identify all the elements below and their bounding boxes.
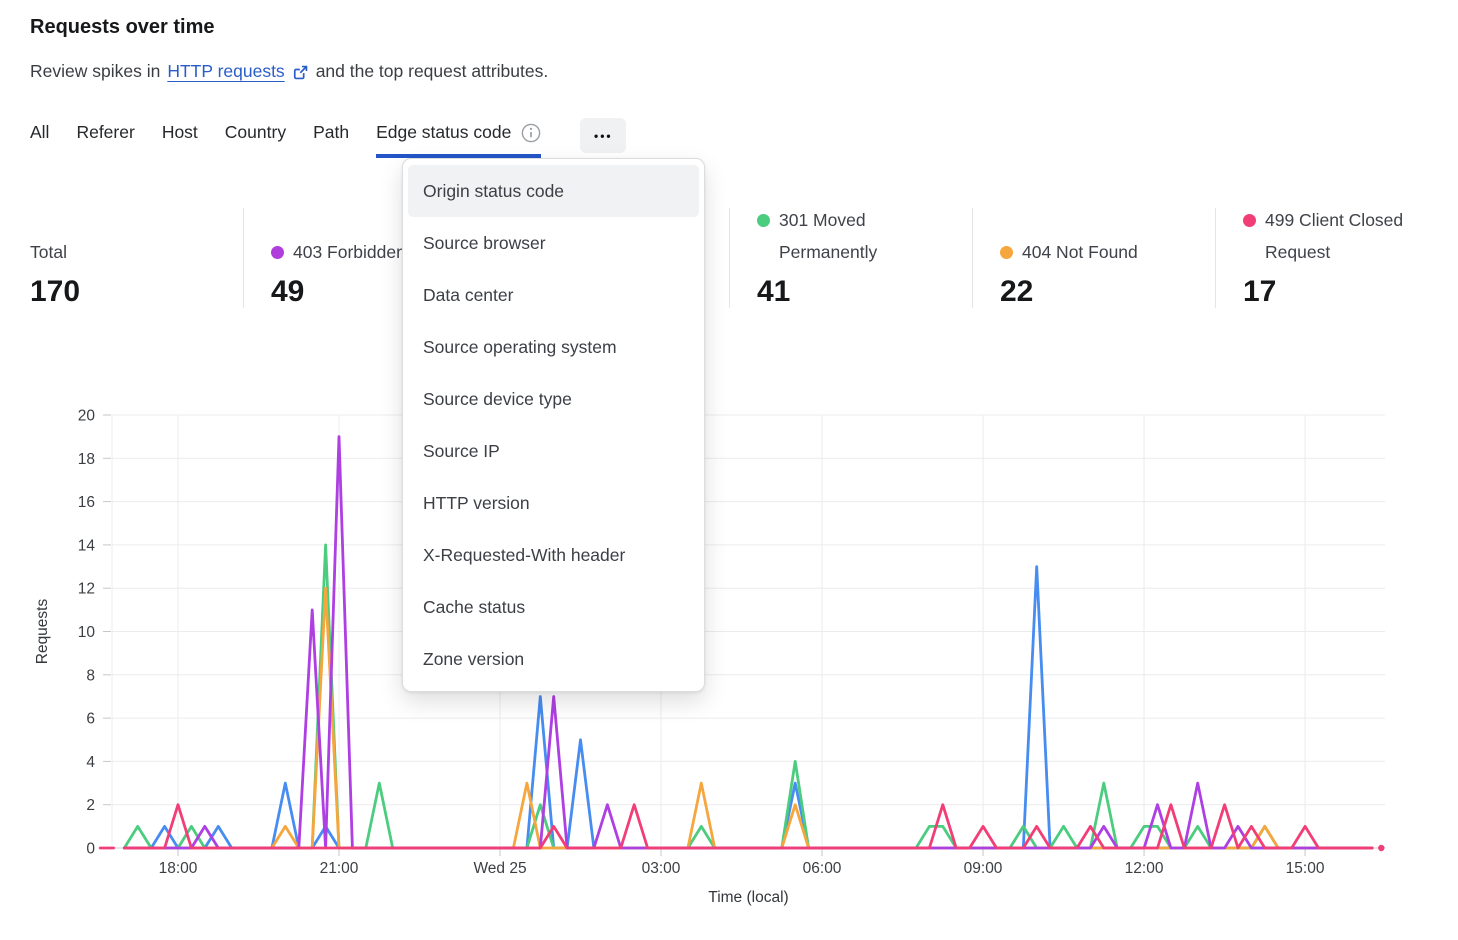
stat-value: 22 — [1000, 275, 1034, 308]
menu-item-source-operating-system[interactable]: Source operating system — [423, 337, 617, 357]
stats-row: Total 170 403 Forbidden 49 301 Moved Permane… — [0, 208, 1458, 308]
menu-item-x-requested-with-header[interactable]: X-Requested-With header — [423, 545, 626, 565]
tab-label: Edge status code — [376, 122, 512, 142]
menu-item-http-version[interactable]: HTTP version — [423, 493, 530, 513]
subtitle-suffix: and the top request attributes. — [315, 61, 549, 81]
menu-item-source-browser[interactable]: Source browser — [423, 233, 546, 253]
x-tick-label: 09:00 — [964, 860, 1003, 877]
legend-dot — [1000, 246, 1013, 260]
subtitle-prefix: Review spikes in — [30, 61, 161, 81]
y-tick-label: 6 — [86, 711, 95, 728]
menu-item-zone-version[interactable]: Zone version — [423, 649, 525, 669]
stat-403-forbidden: 403 Forbidden 49 — [243, 208, 486, 308]
menu-item-data-center[interactable]: Data center — [423, 285, 514, 305]
external-link-icon — [292, 64, 309, 81]
attribute-dropdown-menu: Origin status code Source browser Data cen… — [402, 158, 705, 692]
tab-referer[interactable]: Referer — [76, 118, 134, 158]
stat-404-not-found: 404 Not Found 22 — [972, 208, 1215, 308]
y-tick-label: 12 — [78, 581, 95, 598]
series-line-403-forbidden — [122, 435, 1374, 850]
stat-total: Total 170 — [0, 208, 243, 308]
requests-over-time-chart: 0 2 4 6 8 10 12 14 16 18 20 18:00 21:00 Wed 25 03:00 06… — [34, 408, 1385, 906]
series-end-dot — [1378, 844, 1385, 852]
stat-label: 403 Forbidden — [293, 242, 406, 263]
tab-label: Country — [224, 122, 287, 142]
y-tick-label: 20 — [78, 408, 96, 425]
http-requests-link[interactable]: HTTP requests — [167, 61, 285, 81]
stat-label: 301 Moved Permanently — [779, 210, 878, 263]
series-line-499-client-closed-request — [122, 803, 1374, 850]
stat-value: 170 — [30, 275, 81, 308]
y-tick-label: 8 — [86, 667, 95, 684]
stat-value: 17 — [1243, 275, 1277, 308]
stat-value: 41 — [757, 275, 791, 308]
y-tick-label: 10 — [78, 624, 96, 641]
y-tick-label: 2 — [86, 797, 95, 814]
x-tick-label: 18:00 — [159, 860, 198, 877]
page-title: Requests over time — [30, 16, 215, 38]
tab-label: Referer — [76, 122, 135, 142]
more-attributes-button[interactable]: ••• — [580, 118, 627, 153]
x-tick-label: Wed 25 — [473, 860, 526, 877]
y-tick-label: 4 — [86, 754, 95, 771]
ellipsis-icon: ••• — [594, 128, 613, 143]
info-icon[interactable] — [521, 123, 541, 143]
legend-dot — [1243, 214, 1256, 228]
stat-499-client-closed-request: 499 Client Closed Request 17 — [1215, 208, 1458, 308]
menu-item-source-ip[interactable]: Source IP — [423, 441, 500, 461]
subtitle: Review spikes in HTTP requests and the t… — [30, 61, 548, 82]
y-tick-label: 18 — [78, 451, 95, 468]
legend-dot — [757, 214, 770, 228]
menu-item-origin-status-code[interactable]: Origin status code — [408, 165, 699, 217]
x-tick-label: 21:00 — [320, 860, 359, 877]
y-axis-title: Requests — [34, 599, 51, 665]
tab-path[interactable]: Path — [313, 118, 349, 158]
y-tick-label: 14 — [78, 537, 96, 554]
series-line-301-moved-permanently — [122, 543, 1374, 850]
y-tick-label: 16 — [78, 494, 95, 511]
stat-label: 404 Not Found — [1022, 242, 1138, 263]
tab-edge-status-code[interactable]: Edge status code — [376, 118, 542, 158]
x-axis-title: Time (local) — [708, 889, 788, 906]
stat-label: Total — [30, 242, 67, 263]
tab-host[interactable]: Host — [162, 118, 198, 158]
tab-all[interactable]: All — [30, 118, 49, 158]
x-tick-label: 15:00 — [1286, 860, 1325, 877]
tab-label: Host — [161, 122, 198, 142]
x-tick-label: 06:00 — [803, 860, 842, 877]
x-tick-label: 03:00 — [642, 860, 681, 877]
stat-301-moved-permanently: 301 Moved Permanently 41 — [729, 208, 972, 308]
tab-label: All — [30, 122, 50, 142]
tab-country[interactable]: Country — [225, 118, 286, 158]
stat-value: 49 — [271, 275, 305, 308]
x-tick-label: 12:00 — [1125, 860, 1164, 877]
menu-item-cache-status[interactable]: Cache status — [423, 597, 526, 617]
stat-label: 499 Client Closed Request — [1265, 210, 1404, 263]
y-tick-label: 0 — [86, 841, 95, 858]
tab-label: Path — [313, 122, 350, 142]
tab-bar: All Referer Host Country Path Edge status cod… — [30, 118, 627, 158]
menu-item-source-device-type[interactable]: Source device type — [423, 389, 572, 409]
legend-dot — [271, 246, 284, 260]
